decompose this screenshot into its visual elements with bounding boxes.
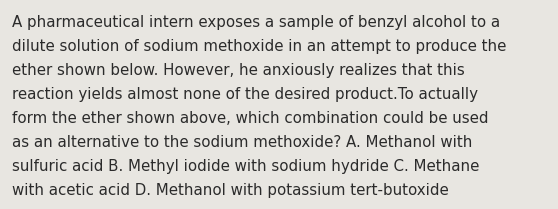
Text: with acetic acid D. Methanol with potassium tert-butoxide: with acetic acid D. Methanol with potass… bbox=[12, 183, 449, 198]
Text: dilute solution of sodium methoxide in an attempt to produce the: dilute solution of sodium methoxide in a… bbox=[12, 39, 507, 54]
Text: sulfuric acid B. Methyl iodide with sodium hydride C. Methane: sulfuric acid B. Methyl iodide with sodi… bbox=[12, 159, 480, 174]
Text: form the ether shown above, which combination could be used: form the ether shown above, which combin… bbox=[12, 111, 489, 126]
Text: as an alternative to the sodium methoxide? A. Methanol with: as an alternative to the sodium methoxid… bbox=[12, 135, 473, 150]
Text: ether shown below. However, he anxiously realizes that this: ether shown below. However, he anxiously… bbox=[12, 63, 465, 78]
Text: reaction yields almost none of the desired product.To actually: reaction yields almost none of the desir… bbox=[12, 87, 478, 102]
Text: A pharmaceutical intern exposes a sample of benzyl alcohol to a: A pharmaceutical intern exposes a sample… bbox=[12, 15, 501, 30]
